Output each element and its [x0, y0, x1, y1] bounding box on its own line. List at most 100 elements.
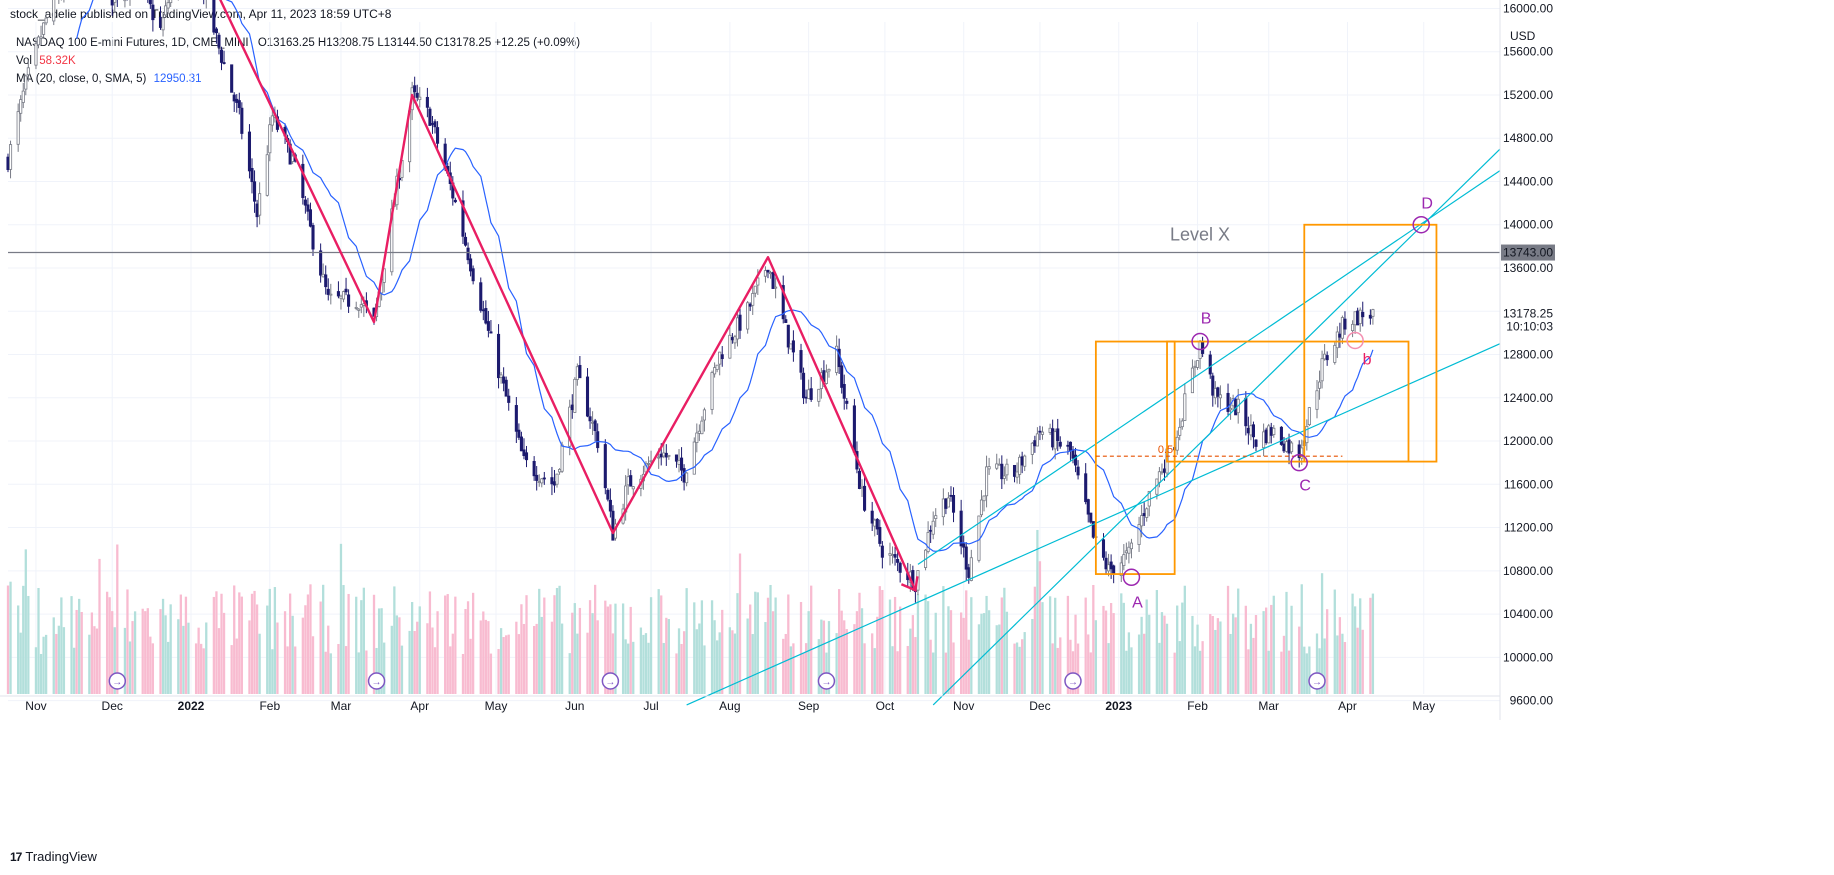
volume-bar [1318, 648, 1321, 694]
volume-bar [604, 600, 607, 694]
volume-bar [446, 594, 449, 694]
candle-body [863, 485, 867, 511]
volume-bar [540, 616, 543, 694]
candle-body [1269, 427, 1273, 436]
volume-bar [1122, 602, 1125, 694]
volume-bar [444, 595, 447, 694]
volume-bar [436, 611, 439, 694]
volume-bar [522, 623, 526, 694]
candle-body [1109, 561, 1113, 570]
candle-body [931, 520, 935, 535]
volume-bar [624, 639, 627, 694]
candle-body [321, 273, 325, 278]
volume-bar [543, 597, 546, 694]
price-tick-label: 10400.00 [1503, 607, 1553, 621]
volume-bar [827, 621, 831, 694]
volume-bar [1031, 618, 1034, 694]
time-axis[interactable]: Nov Dec 2022 Feb Mar Apr May Jun Jul Aug Sep Oct Nov… [0, 672, 1500, 713]
candle-body [1320, 358, 1324, 382]
volume-bar [34, 647, 38, 694]
volume-bar [1211, 615, 1214, 694]
volume-bar [1371, 593, 1375, 694]
volume-bar [639, 627, 643, 694]
volume-bar [769, 584, 772, 694]
candle-body [1201, 341, 1205, 354]
volume-bar [911, 615, 915, 694]
volume-bar [550, 621, 554, 694]
volume-bar [733, 633, 737, 694]
volume-bar [390, 625, 393, 694]
candle-body [1071, 449, 1075, 459]
point-b-marker [1346, 331, 1364, 350]
volume-bar [685, 588, 688, 694]
candle-body [24, 75, 28, 90]
volume-bar [288, 593, 292, 694]
volume-bar [515, 621, 518, 694]
time-tick-label: Sep [798, 699, 820, 713]
zigzag-arrowhead-icon [900, 576, 919, 593]
volume-bar [70, 596, 73, 694]
volume-bar [329, 653, 332, 694]
volume-bar [108, 597, 111, 694]
volume-bar [1148, 614, 1151, 694]
volume-bar [164, 615, 167, 694]
candle-body [875, 518, 879, 530]
candle-body [1249, 425, 1253, 436]
volume-bar [611, 633, 615, 694]
volume-bar [1216, 618, 1220, 694]
candle-body [347, 294, 351, 307]
price-tick-label: 14000.00 [1503, 218, 1553, 232]
volume-bar [629, 606, 632, 694]
volume-bar [1023, 632, 1026, 694]
candle-body [730, 337, 734, 341]
grid-lines [8, 7, 1500, 702]
volume-bar [268, 588, 271, 694]
volume-bar [838, 589, 841, 694]
candle-body [786, 324, 790, 348]
time-tick-label: Apr [410, 699, 429, 713]
volume-bar [255, 604, 259, 694]
volume-bar [1056, 647, 1059, 694]
point-B-label: B [1201, 311, 1212, 328]
candle-body [16, 111, 20, 145]
candle-body [817, 388, 821, 402]
volume-bar [1254, 615, 1258, 694]
candle-body [158, 16, 163, 28]
candle-body [888, 553, 892, 556]
volume-bar [1252, 637, 1255, 694]
candle-body [151, 4, 155, 21]
volume-bar [380, 608, 383, 694]
candle-body [753, 285, 757, 294]
price-tick-label: 12000.00 [1503, 434, 1553, 448]
drawings-layer: Level X 0.5 A B C Db [8, 0, 1501, 706]
candle-body [341, 291, 346, 300]
candle-body [1122, 554, 1126, 566]
volume-bar [22, 585, 25, 694]
candle-body [603, 444, 607, 489]
volume-bar [698, 623, 701, 694]
price-axis[interactable]: USD16800.0016400.0016000.0015600.0015200… [1499, 0, 1555, 720]
volume-bar [647, 642, 650, 694]
volume-bar [1272, 595, 1275, 694]
candle-body [1218, 394, 1222, 399]
channel-line-1 [686, 343, 1501, 706]
candle-body [700, 420, 704, 435]
time-tick-label: Oct [876, 699, 895, 713]
candle-body [781, 285, 785, 320]
volume-bar [1315, 633, 1319, 694]
volume-bar [464, 608, 467, 694]
volume-bar [357, 652, 360, 694]
candle-body [896, 558, 900, 563]
price-tick-label: 12800.00 [1503, 348, 1553, 362]
volume-bar [184, 596, 188, 694]
volume-bar [1323, 638, 1326, 694]
candle-body [425, 96, 429, 108]
event-marker-icon [108, 672, 127, 690]
volume-bar [899, 606, 902, 694]
candle-body [237, 100, 241, 108]
point-B-marker [1191, 332, 1209, 351]
candle-body [710, 372, 714, 410]
volume-bar [253, 590, 256, 694]
candle-body [258, 193, 262, 216]
